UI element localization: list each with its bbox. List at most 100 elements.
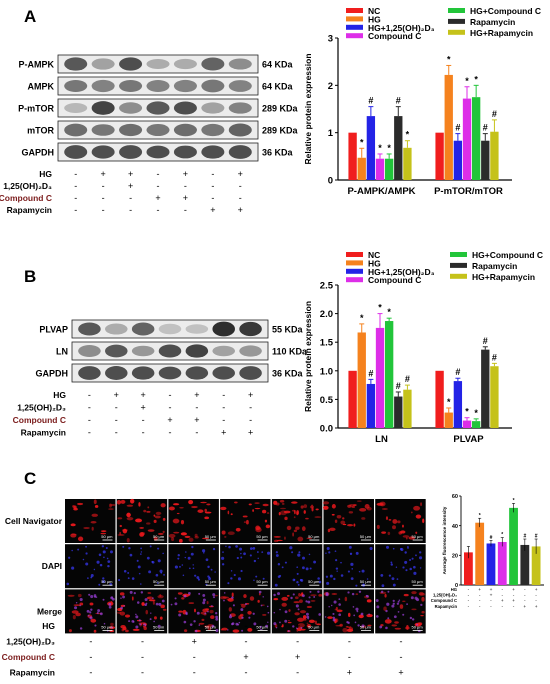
red-stain — [342, 517, 345, 520]
red-stain — [100, 530, 107, 532]
chart-condition-sign: - — [479, 599, 481, 604]
y-tick-label: 1.0 — [320, 366, 333, 377]
micro-condition-sign: - — [244, 621, 247, 631]
blue-nucleus — [267, 611, 270, 614]
red-stain — [227, 531, 235, 536]
red-stain — [294, 612, 300, 616]
red-stain — [243, 594, 247, 598]
significance-mark: # — [492, 352, 497, 362]
blue-nucleus — [74, 606, 78, 610]
red-stain — [70, 523, 76, 527]
micrograph-tile: 50 μm — [116, 498, 168, 543]
red-stain — [202, 537, 210, 540]
scale-label: 50 μm — [360, 624, 372, 629]
red-stain — [77, 536, 84, 542]
significance-mark: # — [368, 368, 373, 378]
micro-condition-sign: - — [141, 668, 144, 678]
y-tick-label: 0.5 — [320, 395, 334, 406]
red-stain — [394, 621, 399, 624]
red-stain — [392, 519, 398, 524]
blot-band — [228, 145, 252, 159]
blue-nucleus — [332, 618, 336, 622]
blot-band-label: P-mTOR — [18, 104, 54, 114]
bar — [384, 321, 394, 428]
blot-band — [91, 145, 115, 159]
blot-band-label: GAPDH — [21, 148, 54, 158]
red-stain — [119, 592, 125, 596]
red-stain — [358, 614, 364, 619]
blot-band-label: P-AMPK — [19, 60, 55, 70]
red-stain — [219, 595, 227, 600]
blue-nucleus — [355, 551, 359, 555]
blue-nucleus — [185, 551, 187, 553]
blue-nucleus — [300, 578, 304, 582]
blue-nucleus — [387, 590, 390, 593]
blue-nucleus — [298, 551, 301, 554]
blue-nucleus — [89, 616, 93, 620]
blue-nucleus — [375, 615, 379, 618]
blue-nucleus — [202, 549, 206, 553]
red-stain — [306, 605, 312, 609]
blue-nucleus — [79, 604, 81, 607]
blot-band — [201, 102, 225, 114]
blot-condition-sign: - — [157, 205, 160, 215]
blue-nucleus — [98, 583, 101, 586]
blue-nucleus — [90, 594, 94, 599]
red-stain — [402, 535, 410, 538]
blue-nucleus — [413, 571, 417, 575]
y-tick-label: 1 — [328, 128, 334, 139]
y-axis-label: Relative protein expression — [303, 53, 313, 164]
bar-chart-C: 0 20 40 60 Average fluorescence intensity * # *… — [431, 494, 544, 610]
red-stain — [126, 512, 131, 518]
blue-nucleus — [404, 560, 408, 564]
micrograph-tile: 50 μm — [220, 499, 271, 543]
bar — [481, 140, 490, 180]
red-stain — [207, 626, 212, 631]
blue-nucleus — [240, 556, 243, 559]
red-stain — [126, 504, 134, 507]
blue-nucleus — [221, 563, 225, 566]
blue-nucleus — [305, 600, 308, 603]
blue-nucleus — [296, 566, 299, 569]
red-stain — [348, 511, 354, 514]
blue-nucleus — [300, 626, 303, 629]
red-stain — [182, 609, 187, 615]
micro-condition-sign: + — [192, 637, 197, 647]
blue-nucleus — [85, 562, 89, 566]
blot-row: mTOR 289 KDa — [27, 120, 299, 140]
red-stain — [347, 612, 351, 618]
blue-nucleus — [326, 581, 330, 585]
blue-nucleus — [192, 564, 194, 566]
blot-condition-sign: - — [195, 403, 198, 413]
bar — [481, 349, 490, 428]
blue-nucleus — [284, 619, 288, 623]
blue-nucleus — [215, 612, 218, 615]
red-stain — [334, 618, 339, 623]
blue-nucleus — [105, 546, 108, 550]
blue-nucleus — [409, 559, 412, 562]
legend-swatch — [450, 252, 467, 257]
blue-nucleus — [357, 624, 360, 627]
blot-condition-sign: + — [183, 193, 188, 203]
blue-nucleus — [139, 623, 142, 626]
red-stain — [220, 506, 227, 511]
blue-nucleus — [317, 577, 320, 580]
red-stain — [172, 518, 180, 524]
blue-nucleus — [258, 590, 262, 594]
micro-condition-sign: - — [141, 637, 144, 647]
blue-nucleus — [309, 590, 312, 593]
blot-band-kda: 55 KDa — [272, 325, 304, 335]
red-stain — [228, 607, 232, 612]
western-blot-b: PLVAP 55 KDa LN 110 KDa GAPDH 36 KDa HG - + + - + - +… — [13, 319, 308, 438]
blue-nucleus — [236, 556, 239, 560]
scale-label: 50 μm — [411, 579, 423, 584]
blot-condition-sign: - — [88, 390, 91, 400]
bar — [357, 332, 366, 428]
red-stain — [384, 619, 392, 624]
blue-nucleus — [90, 576, 93, 579]
bar — [444, 74, 453, 180]
blue-nucleus — [301, 594, 305, 598]
red-stain — [411, 608, 417, 611]
blue-nucleus — [390, 561, 393, 564]
blot-band — [105, 344, 128, 358]
